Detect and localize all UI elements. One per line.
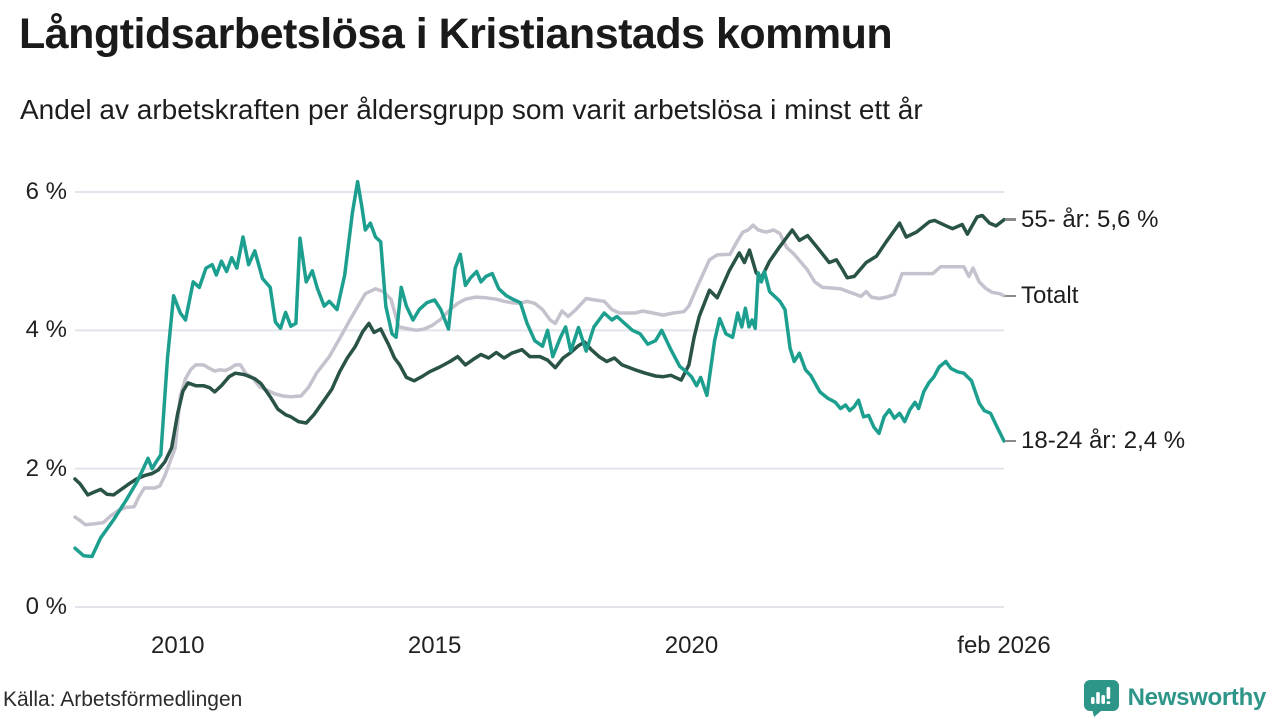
newsworthy-logo-text: Newsworthy xyxy=(1127,684,1267,711)
series-label-totalt: Totalt xyxy=(1005,281,1078,311)
series-line-55-r xyxy=(73,213,1006,497)
y-tick-label: 2 % xyxy=(25,454,67,482)
x-tick-label: 2010 xyxy=(151,632,205,659)
series-label-55-r: 55- år: 5,6 % xyxy=(1005,205,1158,235)
page-title: Långtidsarbetslösa i Kristianstads kommu… xyxy=(19,10,893,58)
newsworthy-logo-icon xyxy=(1083,680,1119,717)
newsworthy-branding: Newsworthy xyxy=(1083,679,1266,717)
x-tick-label: 2020 xyxy=(664,632,719,659)
series-label-18-24-r: 18-24 år: 2,4 % xyxy=(1005,426,1185,456)
page-subtitle: Andel av arbetskraften per åldersgrupp s… xyxy=(20,94,923,125)
y-tick-label: 4 % xyxy=(25,316,67,344)
x-tick-label: 2015 xyxy=(407,632,462,659)
source-note: Källa: Arbetsförmedlingen xyxy=(3,688,243,711)
series-line-18-24-r xyxy=(73,179,1006,559)
series-label-text: Totalt xyxy=(1021,281,1079,309)
y-tick-label: 0 % xyxy=(25,593,67,620)
series-label-text: 18-24 år: 2,4 % xyxy=(1021,427,1186,454)
series-line-totalt xyxy=(73,223,1006,527)
label-dash xyxy=(1005,294,1016,297)
label-dash xyxy=(1005,218,1016,221)
y-tick-label: 6 % xyxy=(25,178,67,205)
label-dash xyxy=(1005,439,1016,443)
x-tick-label: feb 2026 xyxy=(957,632,1051,659)
series-label-text: 55- år: 5,6 % xyxy=(1021,205,1159,233)
